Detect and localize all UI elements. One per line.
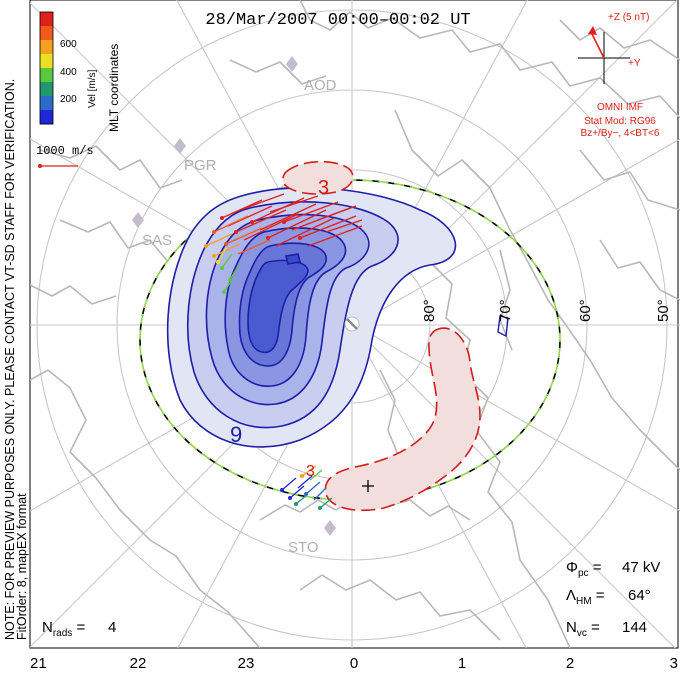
station-markers	[132, 56, 336, 536]
colorbar-tick-600: 600	[60, 39, 77, 50]
imf-z-label: +Z (5 nT)	[608, 12, 649, 23]
plus-marker	[362, 480, 374, 492]
coordinate-system-label: MLT coordinates	[107, 44, 121, 132]
preview-note: NOTE: FOR PREVIEW PURPOSES ONLY. PLEASE …	[3, 79, 17, 640]
vector-origins	[204, 216, 322, 510]
mlt-tick-label: 23	[238, 655, 255, 672]
reference-vector-label: 1000 m/s	[36, 144, 94, 158]
colorbar-cell	[40, 110, 53, 125]
negative-convection-cell	[166, 187, 457, 448]
imf-condition: Bz+/By−, 4<BT<6	[581, 128, 660, 139]
lat-label-80: 80°	[421, 299, 438, 322]
stat-phi-pc: Φpc = 47 kV	[566, 559, 660, 579]
stat-n-rads: Nrads = 4	[42, 619, 116, 639]
stat-model: Stat Mod: RG96	[584, 116, 656, 127]
colorbar-cell	[40, 54, 53, 69]
reference-vector	[38, 164, 78, 168]
velocity-vectors	[205, 193, 363, 509]
colorbar-cell	[40, 40, 53, 55]
mlt-tick-label: 21	[30, 655, 47, 672]
noon-marker-slice	[346, 318, 358, 330]
stat-n-rads-value: 4	[108, 619, 116, 636]
imf-y-label: +Y	[628, 58, 641, 69]
station-label-sto: STO	[288, 539, 319, 556]
positive-convection-cell	[282, 160, 481, 512]
colorbar-tick-400: 400	[60, 67, 77, 78]
stat-n-vc: Nvc = 144	[566, 619, 647, 639]
mlt-tick-label: 0	[350, 655, 358, 672]
mlt-axis: 21 22 23 0 1 2 3	[30, 655, 678, 672]
stat-lambda-hm-value: 64°	[628, 587, 651, 604]
stat-lambda-hm: ΛHM = 64°	[566, 587, 651, 607]
lat-label-50: 50°	[655, 299, 672, 322]
station-label-sas: SAS	[142, 232, 172, 249]
colorbar-cell	[40, 26, 53, 41]
map-title: 28/Mar/2007 00:00–00:02 UT	[205, 11, 470, 30]
lat-label-60: 60°	[577, 299, 594, 322]
contour-label-left: 9	[230, 422, 242, 447]
colorbar-cell	[40, 96, 53, 111]
colorbar-cell	[40, 82, 53, 97]
isolated-contour	[497, 315, 509, 338]
mlt-tick-label: 3	[670, 655, 678, 672]
contour-label-top: 3	[318, 177, 329, 199]
svg-text:Φpc =: Φpc =	[566, 559, 602, 579]
mlt-tick-label: 2	[566, 655, 574, 672]
svg-text:ΛHM =: ΛHM =	[566, 587, 605, 607]
mlt-tick-label: 22	[130, 655, 147, 672]
velocity-colorbar: 600 400 200 Vel [m/s]	[39, 11, 98, 125]
svg-text:Nrads =: Nrads =	[42, 619, 85, 639]
plot-frame	[29, 0, 679, 649]
stat-n-vc-value: 144	[622, 619, 647, 636]
fit-info: FitOrder: 8, mapEX format	[15, 493, 29, 640]
colorbar-cell	[40, 12, 53, 27]
lat-label-70: 70°	[497, 299, 514, 322]
colorbar-cell	[40, 68, 53, 83]
imf-source: OMNI IMF	[597, 102, 643, 113]
imf-dial	[578, 26, 630, 84]
stat-phi-pc-value: 47 kV	[622, 559, 660, 576]
station-label-aod: AOD	[304, 77, 337, 94]
svg-text:Nvc =: Nvc =	[566, 619, 600, 639]
colorbar-label: Vel [m/s]	[87, 69, 98, 108]
coastlines	[30, 0, 680, 648]
station-label-pgr: PGR	[184, 157, 217, 174]
contour-label-bottom: 3	[306, 463, 315, 480]
mlt-tick-label: 1	[458, 655, 466, 672]
colorbar-tick-200: 200	[60, 94, 77, 105]
